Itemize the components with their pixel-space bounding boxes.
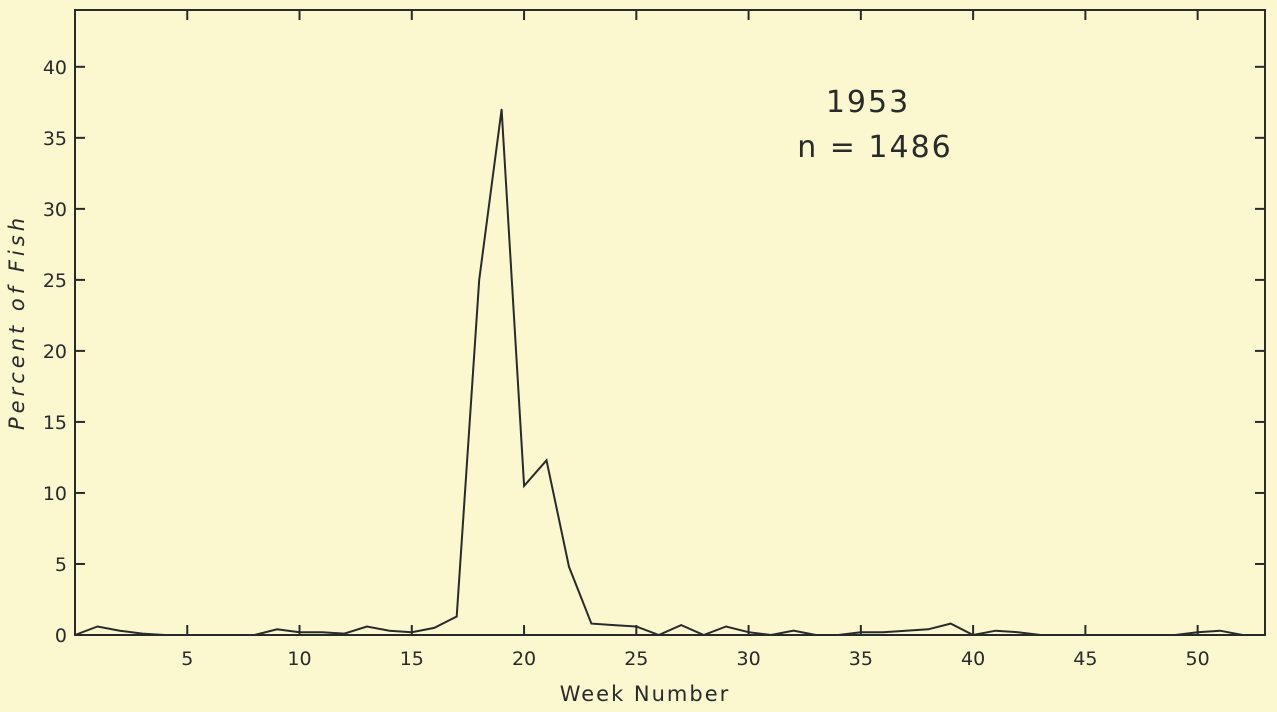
y-tick-label: 30 <box>43 199 67 221</box>
data-point <box>747 631 750 633</box>
data-point <box>208 634 211 636</box>
x-tick-label: 50 <box>1186 648 1210 670</box>
data-point <box>164 634 166 636</box>
data-point <box>321 631 323 633</box>
y-tick-label: 40 <box>43 57 67 79</box>
data-point <box>253 634 256 636</box>
data-point <box>927 628 930 631</box>
data-point <box>343 632 346 635</box>
data-point <box>904 629 907 632</box>
data-point <box>590 622 593 625</box>
data-point <box>478 279 480 281</box>
data-point <box>657 634 660 636</box>
data-point <box>1196 631 1199 633</box>
data-point <box>1219 629 1221 632</box>
x-tick-label: 30 <box>736 648 760 670</box>
y-tick-label: 0 <box>55 625 67 647</box>
data-point <box>568 566 570 568</box>
data-point <box>523 485 525 487</box>
data-point <box>949 622 952 625</box>
data-point <box>1062 634 1064 636</box>
annotation-year: 1953 <box>826 85 910 120</box>
x-tick-label: 15 <box>400 648 424 670</box>
data-point <box>1241 634 1244 636</box>
data-point <box>1151 634 1154 636</box>
data-point <box>972 634 974 636</box>
data-point <box>1039 634 1042 636</box>
data-point <box>815 634 817 636</box>
data-point <box>882 631 885 633</box>
x-tick-label: 20 <box>512 648 536 670</box>
data-point <box>770 634 772 636</box>
data-point <box>298 631 301 633</box>
data-point <box>702 634 705 636</box>
x-tick-label: 35 <box>849 648 873 670</box>
y-tick-label: 15 <box>43 412 67 434</box>
x-tick-label: 5 <box>181 648 193 670</box>
data-point <box>860 631 862 633</box>
data-point <box>635 625 638 628</box>
y-tick-label: 35 <box>43 128 67 150</box>
y-tick-label: 25 <box>43 270 67 292</box>
data-point <box>994 629 997 632</box>
data-point <box>366 625 368 628</box>
data-point <box>276 628 278 631</box>
y-tick-label: 10 <box>43 483 67 505</box>
data-point <box>455 615 458 618</box>
data-point <box>119 629 121 632</box>
data-point <box>433 627 436 629</box>
data-point <box>186 634 189 636</box>
plot-area-frame <box>74 9 1266 636</box>
data-point <box>1107 634 1109 636</box>
y-tick-label: 20 <box>43 341 67 363</box>
y-axis-label: Percent of Fish <box>5 214 29 430</box>
data-point <box>1174 634 1176 636</box>
series-line <box>74 109 1243 637</box>
tick-labels: 5 10 15 20 25 30 35 40 45 50 0 5 10 15 20 25 30 35 40 <box>43 57 1210 670</box>
data-point <box>680 624 683 626</box>
data-point <box>1084 634 1087 636</box>
data-points <box>74 108 1244 636</box>
data-point <box>500 108 503 111</box>
x-tick-label: 10 <box>287 648 311 670</box>
annotation-sample-size: n = 1486 <box>797 130 953 165</box>
axis-ticks <box>75 10 1265 636</box>
data-point <box>74 634 76 636</box>
x-tick-label: 45 <box>1073 648 1097 670</box>
data-point <box>96 625 99 628</box>
data-point <box>613 624 615 626</box>
data-point <box>388 629 391 632</box>
data-point <box>141 632 144 635</box>
data-point <box>1129 634 1132 636</box>
data-point <box>1017 631 1019 633</box>
data-point <box>410 631 413 633</box>
data-point <box>231 634 233 636</box>
data-point <box>792 629 795 632</box>
x-tick-label: 40 <box>961 648 985 670</box>
x-axis-label: Week Number <box>560 682 731 706</box>
data-point <box>837 634 840 636</box>
data-point <box>725 625 727 628</box>
x-tick-label: 25 <box>624 648 648 670</box>
data-point <box>545 459 548 462</box>
y-tick-label: 5 <box>55 554 67 576</box>
